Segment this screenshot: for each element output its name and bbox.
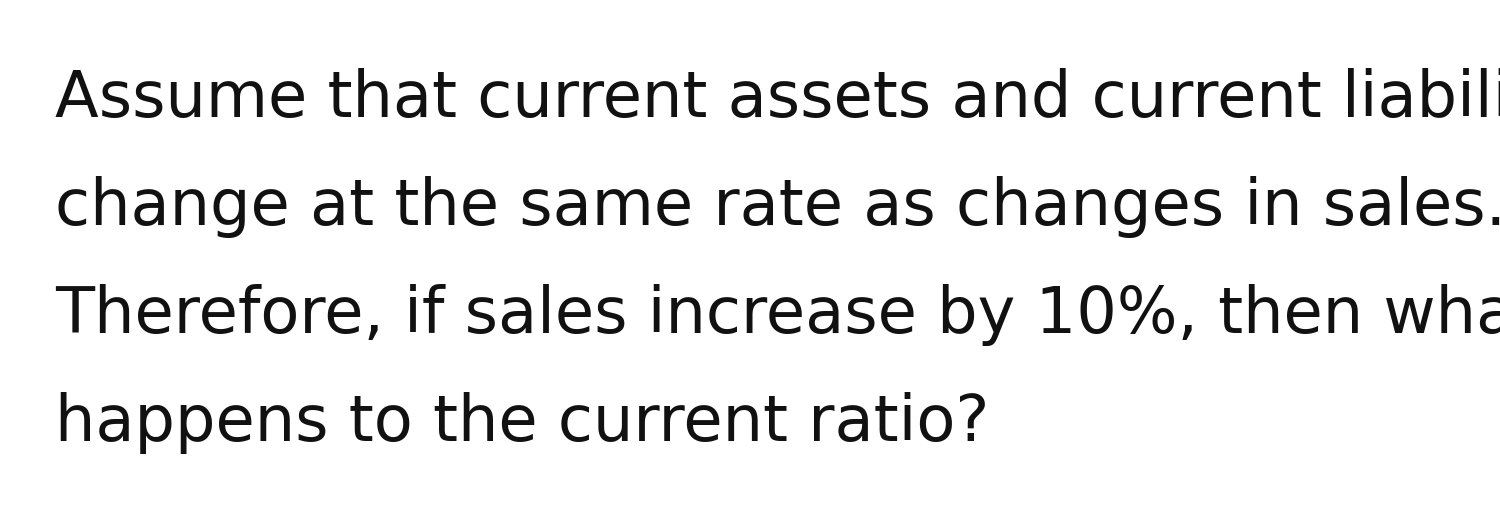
Text: Therefore, if sales increase by 10%, then what: Therefore, if sales increase by 10%, the… [56,284,1500,346]
Text: Assume that current assets and current liabilities: Assume that current assets and current l… [56,68,1500,130]
Text: change at the same rate as changes in sales.: change at the same rate as changes in sa… [56,176,1500,238]
Text: happens to the current ratio?: happens to the current ratio? [56,392,990,454]
